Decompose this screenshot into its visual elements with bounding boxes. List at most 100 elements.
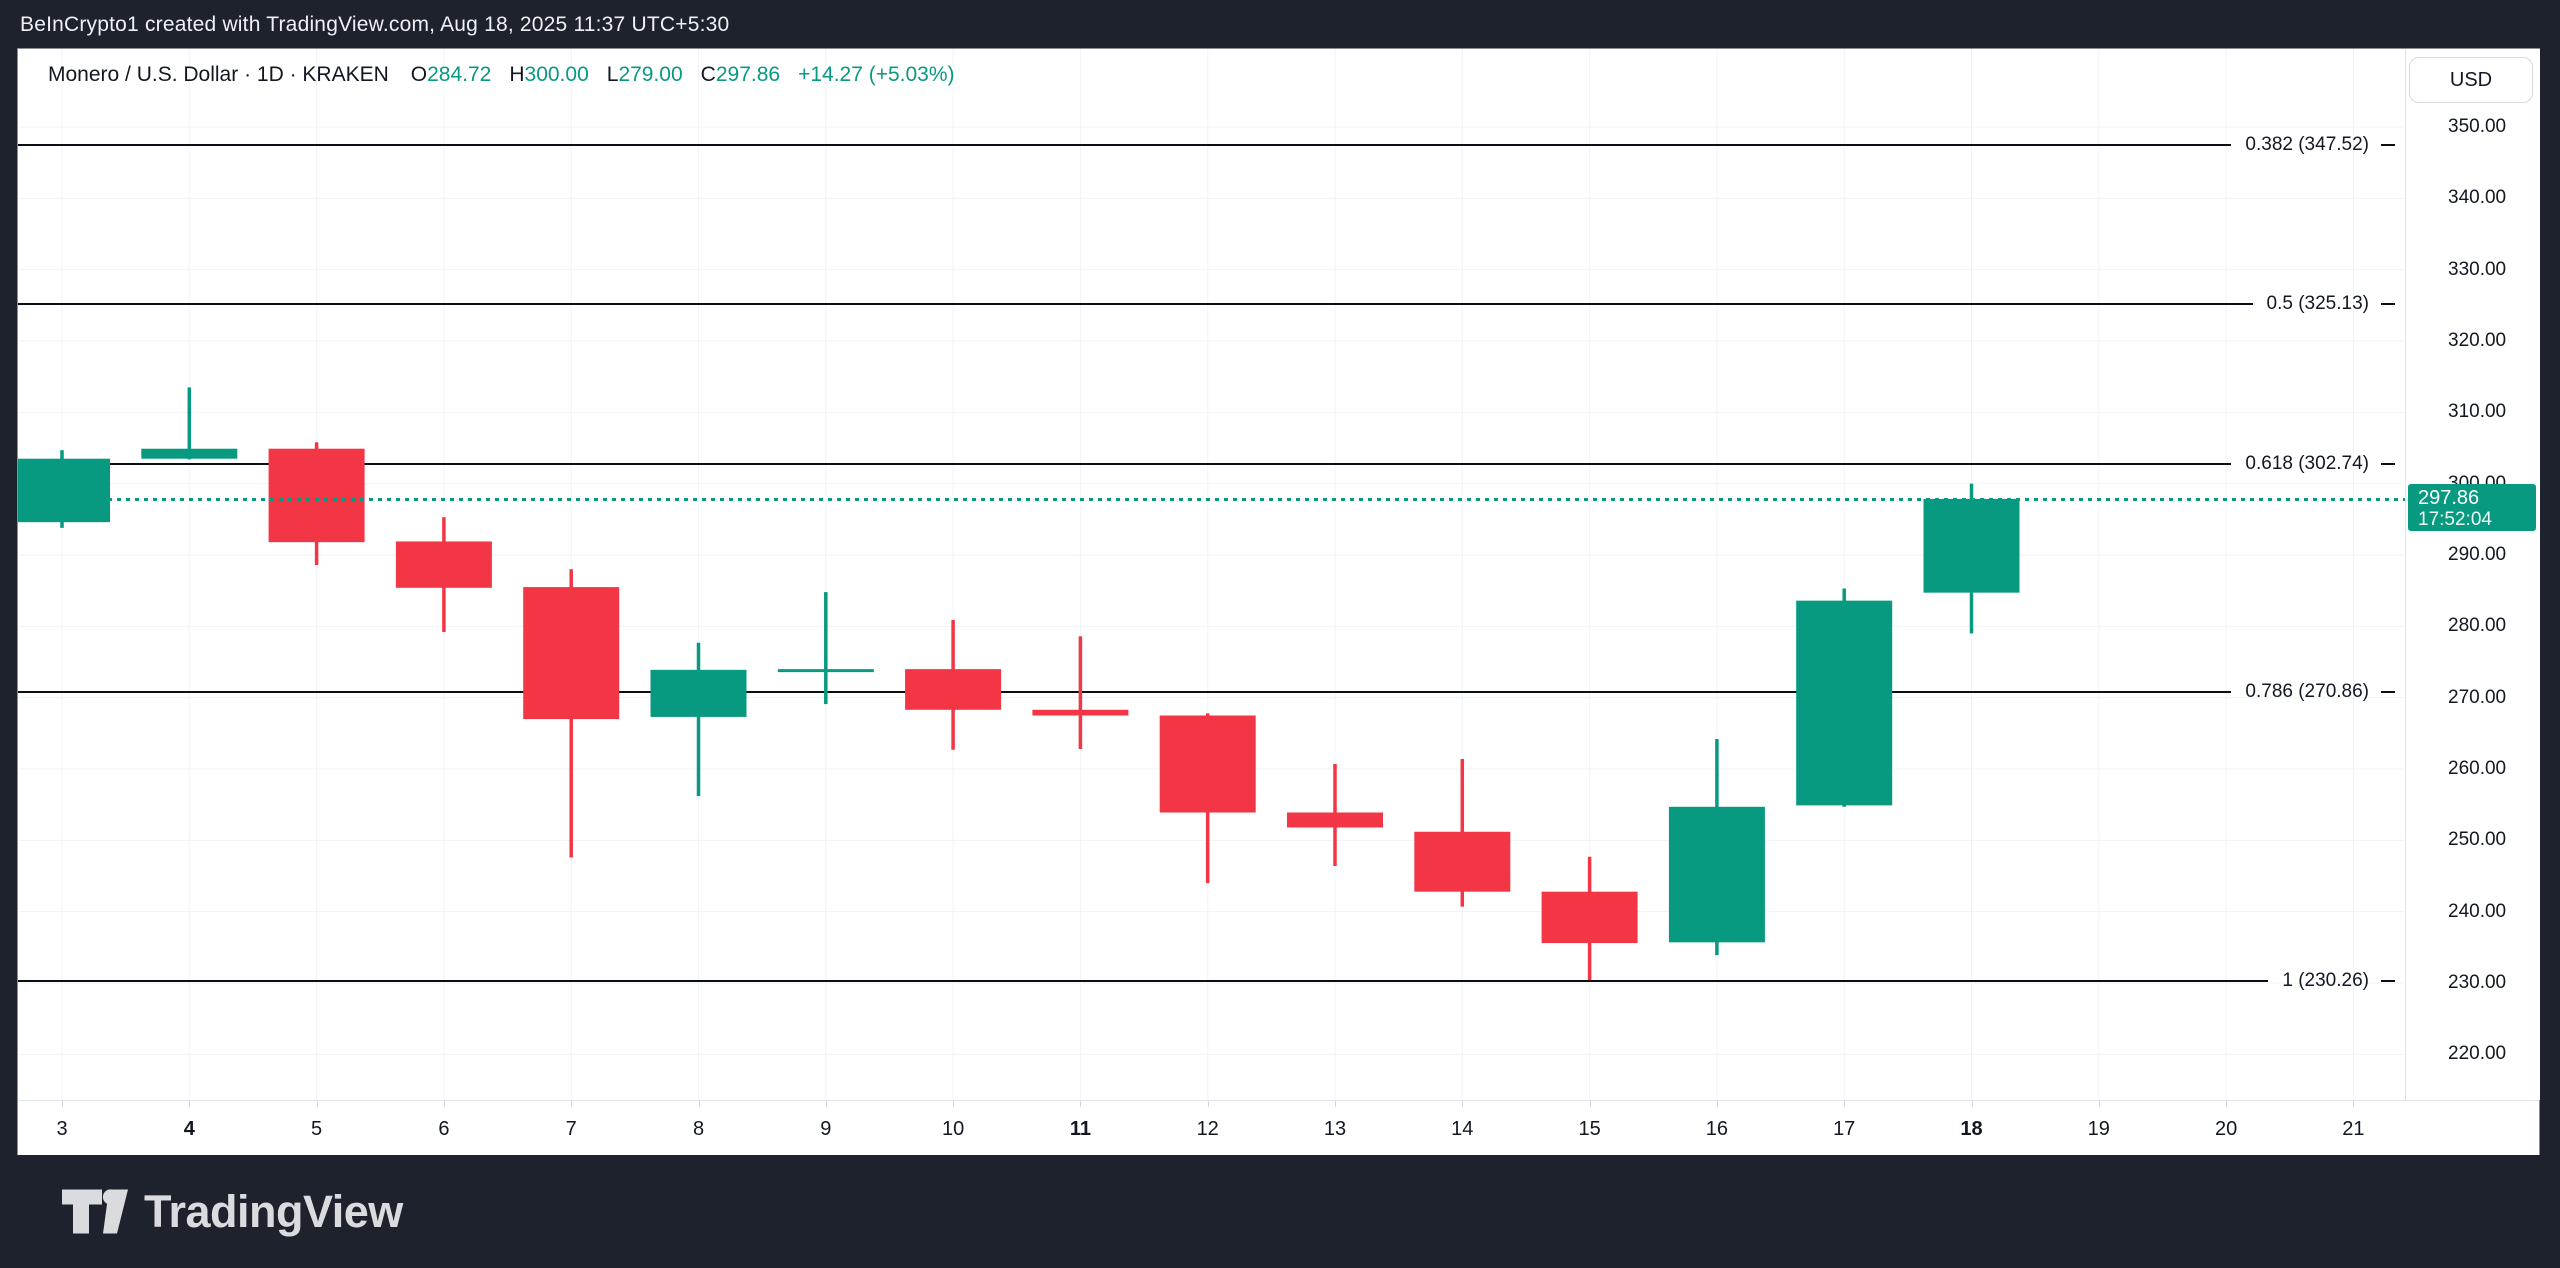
time-tick [1080, 1101, 1082, 1107]
low-value: 279.00 [618, 63, 683, 86]
fib-axis-dash [2381, 303, 2395, 306]
price-tick-label: 340.00 [2448, 187, 2507, 209]
candles-svg [18, 387, 2020, 981]
time-label-18: 18 [1960, 1118, 1983, 1140]
time-label-12: 12 [1196, 1118, 1219, 1140]
candle-day-12 [1159, 713, 1256, 884]
price-tick-label: 320.00 [2448, 329, 2507, 351]
tradingview-logo-text: TradingView [144, 1185, 403, 1237]
candle-day-13 [1287, 764, 1383, 867]
fib-axis-dash [2381, 980, 2395, 983]
time-label-17: 17 [1833, 1118, 1856, 1140]
time-tick [953, 1101, 955, 1107]
bar-countdown: 17:52:04 [2418, 508, 2492, 530]
time-label-7: 7 [565, 1118, 577, 1140]
time-tick [2098, 1101, 2100, 1107]
time-label-16: 16 [1705, 1118, 1729, 1140]
tradingview-logo[interactable]: TradingView [62, 1155, 403, 1268]
fib-line [18, 143, 2232, 146]
time-tick [571, 1101, 573, 1107]
time-label-10: 10 [941, 1118, 965, 1140]
candle-day-4 [141, 387, 238, 460]
time-tick [1335, 1101, 1336, 1107]
fib-level-0.5: 0.5 (325.13) [18, 293, 2395, 315]
ohlc-open: O284.72 [411, 63, 492, 87]
fib-line [18, 690, 2232, 693]
fib-axis-dash [2381, 143, 2395, 146]
symbol-title: Monero / U.S. Dollar · 1D · KRAKEN [48, 63, 389, 86]
time-tick [825, 1101, 827, 1107]
time-tick [316, 1101, 318, 1107]
time-tick [1971, 1101, 1973, 1107]
ohlc-high: H300.00 [509, 63, 588, 87]
open-value: 284.72 [427, 63, 492, 86]
fib-axis-dash [2381, 463, 2395, 466]
last-price-tag: 297.86 17:52:04 [2408, 483, 2536, 531]
fib-label: 0.786 (270.86) [2245, 680, 2369, 702]
close-label: C [700, 63, 716, 86]
time-label-9: 9 [820, 1118, 832, 1140]
high-label: H [509, 63, 525, 86]
chart-panel: Monero / U.S. Dollar · 1D · KRAKEN O284.… [18, 49, 2540, 1156]
fib-line [18, 980, 2269, 983]
price-tick-label: 280.00 [2448, 615, 2507, 637]
candle-day-6 [395, 517, 492, 633]
fib-label: 0.618 (302.74) [2245, 453, 2369, 475]
fib-label: 0.5 (325.13) [2266, 293, 2369, 315]
time-label-14: 14 [1451, 1118, 1474, 1140]
candle-day-8 [650, 642, 747, 797]
fib-label: 1 (230.26) [2282, 970, 2369, 992]
price-tick-label: 270.00 [2448, 686, 2507, 708]
time-label-21: 21 [2342, 1118, 2365, 1140]
time-label-8: 8 [692, 1118, 705, 1140]
time-label-6: 6 [438, 1118, 450, 1140]
price-axis[interactable]: USD 297.86 17:52:04 350.00 340.00 330.00 32… [2405, 49, 2540, 1100]
price-tick-label: 260.00 [2448, 757, 2507, 779]
attribution-text: BeInCrypto1 created with TradingView.com… [20, 13, 730, 36]
time-label-20: 20 [2214, 1118, 2238, 1140]
chart-plot-area[interactable]: 0.382 (347.52) 0.5 (325.13) 0.618 (302.74)… [18, 49, 2405, 1100]
last-price-line [18, 497, 2405, 501]
time-label-15: 15 [1578, 1118, 1601, 1140]
symbol-header: Monero / U.S. Dollar · 1D · KRAKEN O284.… [48, 63, 955, 87]
price-tick-label: 330.00 [2448, 258, 2507, 280]
time-label-5: 5 [311, 1118, 323, 1140]
candle-day-14 [1414, 759, 1511, 907]
candle-day-18 [1923, 483, 2020, 634]
price-tick-label: 230.00 [2448, 971, 2507, 993]
time-tick [189, 1101, 191, 1107]
fib-line [18, 463, 2232, 466]
attribution-bar: BeInCrypto1 created with TradingView.com… [0, 0, 2560, 49]
time-tick [2353, 1101, 2355, 1107]
fib-level-1: 1 (230.26) [18, 970, 2395, 992]
candle-day-3 [18, 450, 110, 528]
time-label-11: 11 [1069, 1118, 1091, 1140]
time-tick [443, 1101, 445, 1107]
fib-axis-dash [2381, 690, 2395, 693]
candle-day-7 [523, 569, 620, 858]
footer-bar: TradingView [0, 1155, 2560, 1268]
ohlc-low: L279.00 [607, 63, 683, 87]
change-value: +14.27 (+5.03%) [798, 63, 955, 86]
fib-level-0.618: 0.618 (302.74) [18, 453, 2395, 475]
candle-day-11 [1032, 636, 1129, 750]
tradingview-logo-icon [62, 1188, 128, 1233]
time-tick [2226, 1101, 2228, 1107]
time-tick [1462, 1101, 1464, 1107]
low-label: L [606, 63, 619, 86]
fib-line [18, 303, 2253, 306]
time-axis[interactable]: 3 4 5 6 7 8 9 10 11 12 13 14 15 16 17 18 19 20 21 [18, 1100, 2539, 1156]
currency-button[interactable]: USD [2409, 57, 2533, 103]
price-tick-label: 290.00 [2448, 543, 2507, 565]
candle-day-17 [1796, 588, 1893, 807]
candle-day-5 [268, 442, 365, 565]
candle-day-16 [1668, 739, 1765, 956]
time-tick [1589, 1101, 1591, 1107]
time-label-3: 3 [56, 1118, 68, 1140]
price-tick-label: 310.00 [2448, 401, 2507, 423]
time-tick [698, 1101, 700, 1107]
fib-level-0.382: 0.382 (347.52) [18, 134, 2395, 156]
candle-day-15 [1541, 856, 1638, 981]
fib-label: 0.382 (347.52) [2245, 133, 2369, 155]
open-label: O [410, 63, 428, 86]
